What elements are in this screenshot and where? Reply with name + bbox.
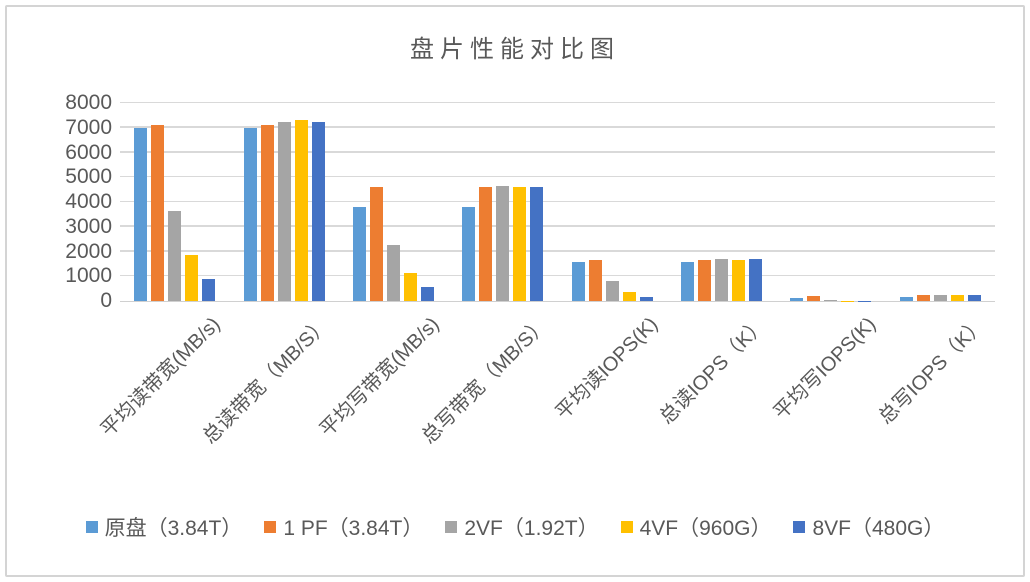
y-axis-tick-label: 2000 [65, 239, 112, 263]
bar-group [448, 103, 557, 301]
bar [513, 187, 527, 301]
gridline [120, 274, 995, 277]
legend-item: 1 PF（3.84T） [264, 512, 423, 542]
bar [185, 255, 199, 301]
bar [588, 260, 602, 301]
bar [790, 298, 804, 301]
gridline [120, 151, 995, 153]
y-axis-tick-label: 0 [100, 289, 112, 312]
legend-label: 8VF（480G） [812, 517, 945, 540]
bar [899, 297, 913, 301]
bar [369, 187, 383, 301]
plot-area [120, 101, 995, 302]
legend-item: 2VF（1.92T） [445, 512, 599, 542]
bar [462, 206, 476, 301]
y-axis-tick-label: 3000 [65, 214, 112, 238]
bar [134, 127, 148, 301]
legend-swatch-icon [445, 521, 458, 533]
bar [496, 185, 510, 301]
bar [571, 261, 585, 301]
bar [311, 121, 325, 301]
y-axis-tick-label: 5000 [65, 165, 112, 189]
bar [530, 186, 544, 301]
chart-title: 盘片性能对比图 [410, 36, 620, 63]
bar [386, 244, 400, 301]
bar [916, 295, 930, 301]
bar [168, 210, 182, 301]
bar [824, 299, 838, 301]
bar [732, 259, 746, 301]
gridline [120, 101, 995, 103]
bar [403, 272, 417, 301]
bar [605, 280, 619, 301]
legend-label: 4VF（960G） [639, 517, 772, 540]
legend-item: 4VF（960G） [620, 512, 772, 542]
bar [681, 261, 695, 301]
legend-swatch-icon [793, 521, 806, 533]
bar-group [558, 103, 667, 301]
legend-swatch-icon [85, 521, 98, 533]
x-axis-category-label: 总写IOPS（K） [874, 313, 991, 429]
bar [202, 278, 216, 301]
chart-frame: 盘片性能对比图 0 1000 2000 3000 4000 5000 6000 7000 800… [5, 5, 1025, 577]
bar [479, 187, 493, 301]
bar [807, 296, 821, 301]
bar [260, 125, 274, 301]
gridline [120, 200, 995, 202]
y-axis-tick-label: 4000 [65, 190, 112, 213]
legend-item: 原盘（3.84T） [85, 512, 243, 542]
bar [715, 258, 729, 301]
gridline [120, 250, 995, 252]
bar [749, 258, 763, 301]
bar [294, 120, 308, 301]
bar [950, 294, 964, 301]
legend-item: 8VF（480G） [793, 512, 944, 542]
bar [277, 121, 291, 301]
bar [639, 297, 653, 301]
y-axis-tick-label: 7000 [65, 115, 112, 139]
bar [698, 259, 712, 301]
legend-label: 原盘（3.84T） [104, 517, 243, 540]
y-axis-tick-label: 8000 [65, 91, 112, 114]
bar [243, 127, 257, 301]
gridline [120, 225, 995, 227]
bar-group [339, 103, 448, 301]
bar [420, 287, 434, 301]
bar-group [120, 103, 229, 301]
gridline [120, 175, 995, 178]
bar-group [667, 103, 776, 301]
legend-swatch-icon [264, 521, 277, 533]
bar [151, 125, 165, 301]
legend-label: 2VF（1.92T） [464, 517, 599, 540]
bar-group [229, 103, 338, 301]
bar-group [776, 103, 885, 301]
bar [933, 295, 947, 301]
legend-swatch-icon [620, 521, 633, 533]
y-axis-tick-label: 6000 [65, 140, 112, 164]
bar [352, 206, 366, 301]
legend: 原盘（3.84T） 1 PF（3.84T） 2VF（1.92T） 4VF（960G） 8… [7, 512, 1023, 542]
gridline [120, 126, 995, 128]
bar-group [886, 103, 995, 301]
legend-label: 1 PF（3.84T） [283, 517, 424, 540]
bar [622, 292, 636, 301]
bar [967, 295, 981, 301]
y-axis-tick-label: 1000 [65, 264, 112, 288]
